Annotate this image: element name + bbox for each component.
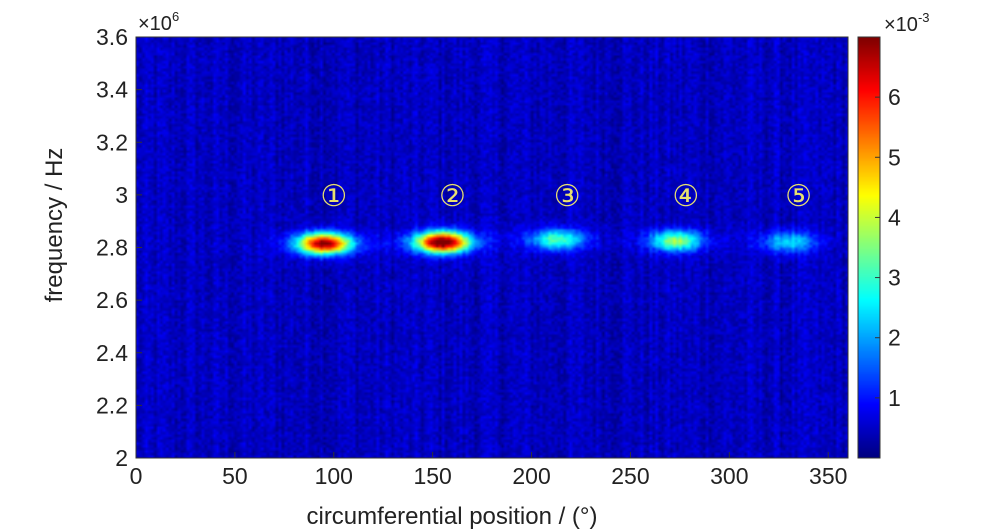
colorbar-tick-label: 6 [888, 84, 901, 110]
x-tick-label: 0 [130, 463, 143, 489]
x-tick-label: 100 [315, 463, 353, 489]
y-tick-label: 2 [115, 445, 128, 471]
y-tick-label: 2.2 [96, 392, 128, 418]
peak-label: ⑤ [785, 179, 812, 214]
colorbar-gradient [858, 37, 880, 458]
y-tick-label: 3.6 [96, 24, 128, 50]
colorbar-tick-label: 4 [888, 204, 901, 230]
colorbar-tick-label: 3 [888, 265, 901, 291]
x-tick-label: 300 [710, 463, 748, 489]
x-axis-ticks: 0 50 100 150 200 250 300 350 [130, 452, 847, 489]
colorbar-ticks: 1 2 3 4 5 6 [875, 84, 901, 411]
colorbar-multiplier: ×10-3 [884, 10, 930, 36]
colorbar: 1 2 3 4 5 6 ×10-3 [857, 10, 930, 459]
y-axis-ticks: 2 2.2 2.4 2.6 2.8 3 3.2 3.4 3.6 [96, 24, 142, 471]
peak-labels: ① ② ③ ④ ⑤ [320, 179, 812, 214]
y-axis-label: frequency / Hz [41, 148, 68, 303]
x-tick-label: 250 [611, 463, 649, 489]
x-axis-label: circumferential position / (°) [306, 503, 597, 530]
y-axis-multiplier: ×106 [138, 9, 179, 35]
colorbar-tick-label: 2 [888, 325, 901, 351]
colorbar-tick-label: 1 [888, 385, 901, 411]
x-tick-label: 50 [222, 463, 248, 489]
x-tick-label: 350 [809, 463, 847, 489]
y-tick-label: 3.4 [96, 77, 128, 103]
y-tick-label: 3.2 [96, 129, 128, 155]
peak-label: ② [439, 179, 466, 214]
peak-label: ① [320, 179, 347, 214]
x-tick-label: 150 [413, 463, 451, 489]
y-tick-label: 2.4 [96, 340, 128, 366]
peak-label: ③ [554, 179, 581, 214]
heatmap-image [136, 37, 848, 458]
colorbar-frame [857, 36, 881, 459]
x-tick-label: 200 [512, 463, 550, 489]
plot-area: ① ② ③ ④ ⑤ [135, 36, 849, 459]
y-tick-label: 2.6 [96, 287, 128, 313]
peak-label: ④ [672, 179, 699, 214]
y-tick-label: 2.8 [96, 235, 128, 261]
colorbar-tick-label: 5 [888, 144, 901, 170]
y-tick-label: 3 [115, 182, 128, 208]
